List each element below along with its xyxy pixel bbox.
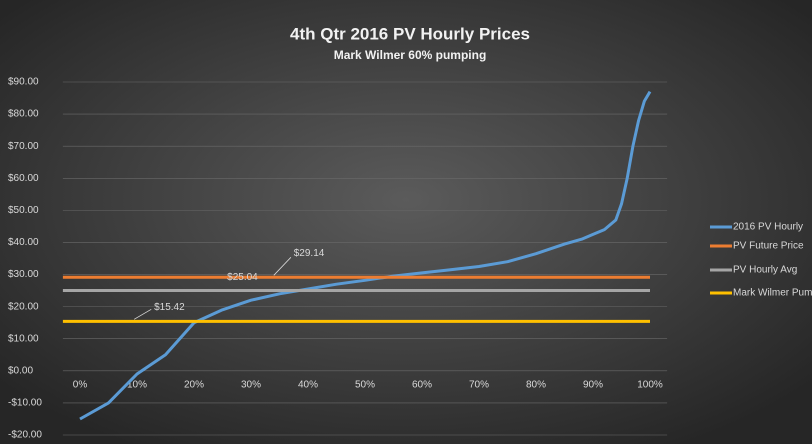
data-label: $29.14 <box>294 248 325 259</box>
y-tick-label: $40.00 <box>8 237 39 248</box>
y-tick-label: $70.00 <box>8 141 39 152</box>
y-tick-label: $30.00 <box>8 269 39 280</box>
legend-label: Mark Wilmer Pump <box>733 288 812 299</box>
y-tick-label: -$10.00 <box>8 398 42 409</box>
x-tick-label: 10% <box>127 379 147 390</box>
legend-label: PV Hourly Avg <box>733 265 797 276</box>
x-tick-label: 100% <box>637 379 663 390</box>
y-tick-label: $0.00 <box>8 365 33 376</box>
label-leader <box>133 308 152 320</box>
x-tick-label: 20% <box>184 379 204 390</box>
x-tick-label: 90% <box>583 379 603 390</box>
legend-label: PV Future Price <box>733 241 804 252</box>
y-tick-label: $20.00 <box>8 301 39 312</box>
x-tick-label: 60% <box>412 379 432 390</box>
data-label: $25.04 <box>227 272 258 283</box>
y-tick-label: $60.00 <box>8 173 39 184</box>
series-line <box>79 90 652 421</box>
y-tick-label: $50.00 <box>8 205 39 216</box>
data-label: $15.42 <box>154 302 185 313</box>
legend-label: 2016 PV Hourly <box>733 222 803 233</box>
chart-title: 4th Qtr 2016 PV Hourly Prices <box>290 24 530 43</box>
x-tick-label: 0% <box>73 379 88 390</box>
x-tick-label: 30% <box>241 379 261 390</box>
y-tick-label: -$20.00 <box>8 430 42 441</box>
y-tick-label: $10.00 <box>8 333 39 344</box>
x-tick-label: 70% <box>469 379 489 390</box>
x-tick-label: 50% <box>355 379 375 390</box>
x-tick-label: 80% <box>526 379 546 390</box>
x-tick-label: 40% <box>298 379 318 390</box>
y-tick-label: $80.00 <box>8 109 39 120</box>
chart-subtitle: Mark Wilmer 60% pumping <box>334 48 487 62</box>
label-leader <box>273 257 292 276</box>
y-tick-label: $90.00 <box>8 77 39 88</box>
